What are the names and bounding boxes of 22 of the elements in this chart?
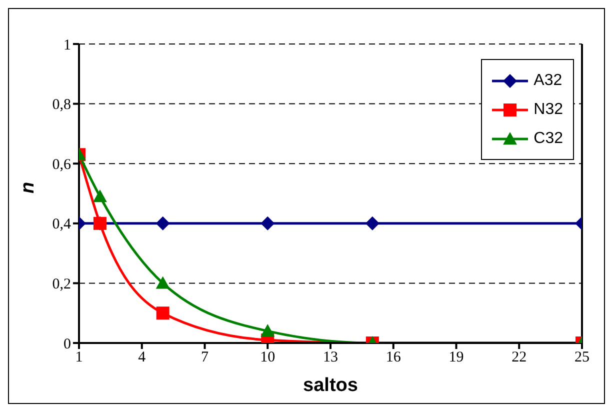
- y-tick-label: 0,8: [52, 97, 71, 114]
- point: [260, 216, 275, 230]
- y-tick-label: 0,4: [52, 216, 72, 233]
- x-tick-label: 22: [512, 350, 527, 366]
- y-tick-label: 0,2: [52, 276, 71, 293]
- point: [365, 216, 380, 230]
- x-tick-label: 1: [75, 350, 83, 366]
- x-tick-label: 7: [201, 350, 209, 366]
- y-tick-label: 0: [64, 336, 71, 352]
- legend-label: C32: [534, 130, 563, 148]
- y-tick-label: 1: [64, 37, 71, 54]
- x-tick-label: 4: [138, 350, 146, 366]
- x-tick-label: 19: [448, 350, 464, 366]
- legend-label: A32: [534, 72, 562, 90]
- x-axis-title: saltos: [303, 375, 358, 396]
- legend-label: N32: [534, 100, 563, 118]
- x-tick-label: 25: [574, 350, 590, 366]
- y-axis-title: n: [18, 182, 39, 194]
- y-tick-label: 0,6: [52, 156, 72, 173]
- x-tick-label: 13: [323, 350, 338, 366]
- x-tick-label: 16: [386, 350, 402, 366]
- x-tick-label: 10: [260, 350, 276, 366]
